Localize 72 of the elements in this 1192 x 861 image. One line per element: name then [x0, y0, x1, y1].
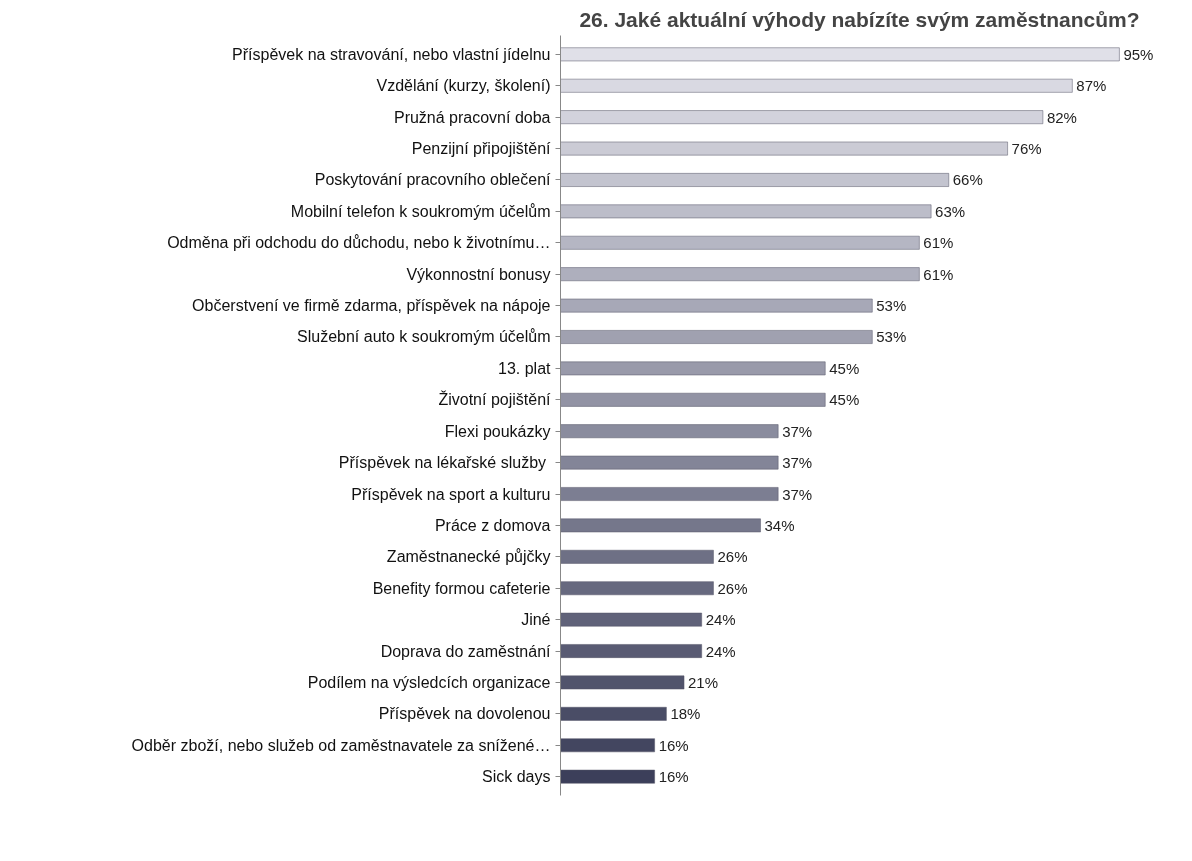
y-tick-label: Občerstvení ve firmě zdarma, příspěvek na nápoje	[192, 297, 551, 315]
y-tick-label: Služební auto k soukromým účelům	[297, 328, 551, 346]
data-label: 61%	[923, 265, 954, 283]
y-tick-label: Flexi poukázky	[444, 422, 551, 440]
data-label: 26%	[717, 579, 748, 597]
bar	[560, 204, 932, 219]
bar	[560, 267, 920, 282]
y-tick-label: Práce z domova	[434, 516, 551, 534]
bar	[560, 612, 702, 627]
bar	[560, 392, 826, 407]
bar	[560, 424, 779, 439]
y-tick-label: Příspěvek na lékařské služby	[338, 454, 547, 472]
data-label: 37%	[782, 485, 813, 503]
data-label: 53%	[876, 328, 907, 346]
data-label: 45%	[829, 359, 860, 377]
data-label: 34%	[764, 516, 795, 534]
data-label: 82%	[1046, 108, 1077, 126]
bar	[560, 518, 761, 533]
data-label: 37%	[782, 422, 813, 440]
bar	[560, 769, 655, 784]
y-tick-label: Příspěvek na dovolenou	[378, 705, 551, 723]
data-label: 24%	[705, 642, 736, 660]
data-label: 53%	[876, 297, 907, 315]
data-label: 16%	[658, 768, 689, 786]
y-tick-label: Odměna při odchodu do důchodu, nebo k životnímu…	[167, 234, 551, 252]
data-label: 61%	[923, 234, 954, 252]
data-label: 18%	[670, 705, 701, 723]
y-tick-label: Mobilní telefon k soukromým účelům	[290, 202, 551, 220]
bar	[560, 235, 920, 250]
y-tick-label: Penzijní připojištění	[411, 140, 552, 158]
bar	[560, 330, 873, 344]
bar	[560, 141, 1008, 156]
y-tick-label: Příspěvek na stravování, nebo vlastní jídelnu	[232, 45, 551, 63]
bar	[560, 298, 873, 313]
bar	[560, 110, 1044, 124]
data-label: 26%	[717, 548, 748, 566]
data-label: 16%	[658, 736, 689, 754]
data-label: 95%	[1123, 45, 1154, 63]
bar	[560, 78, 1073, 93]
bar	[560, 549, 714, 564]
bar	[560, 455, 779, 470]
bar	[560, 173, 950, 187]
chart-title: 26. Jaké aktuální výhody nabízíte svým zaměstnancům?	[579, 7, 1140, 31]
y-tick-label: Benefity formou cafeterie	[372, 579, 551, 597]
bar	[560, 47, 1120, 62]
y-tick-label: Vzdělání (kurzy, školení)	[376, 77, 551, 95]
data-label: 66%	[952, 171, 983, 189]
y-tick-label: Sick days	[482, 768, 551, 786]
bar	[560, 675, 685, 690]
data-label: 87%	[1076, 77, 1107, 95]
data-label: 63%	[935, 202, 966, 220]
data-label: 24%	[705, 611, 736, 629]
y-tick-label: Pružná pracovní doba	[393, 108, 551, 126]
bar	[560, 361, 826, 376]
data-label: 37%	[782, 454, 813, 472]
y-tick-label: 13. plat	[498, 359, 552, 377]
y-tick-label: Příspěvek na sport a kulturu	[351, 485, 551, 503]
data-label: 76%	[1011, 140, 1042, 158]
y-tick-label: Jiné	[521, 611, 551, 629]
bar	[560, 644, 702, 658]
y-tick-label: Životní pojištění	[438, 390, 552, 409]
data-label: 45%	[829, 391, 860, 409]
y-tick-label: Podílem na výsledcích organizace	[307, 673, 551, 691]
y-tick-label: Odběr zboží, nebo služeb od zaměstnavatele za snížené…	[131, 736, 551, 754]
y-tick-label: Poskytování pracovního oblečení	[314, 171, 552, 189]
y-tick-label: Výkonnostní bonusy	[406, 265, 551, 283]
y-tick-label: Zaměstnanecké půjčky	[386, 548, 551, 566]
bar	[560, 707, 667, 721]
bar	[560, 738, 655, 753]
y-tick-label: Doprava do zaměstnání	[380, 642, 552, 660]
bar	[560, 581, 714, 596]
data-label: 21%	[688, 673, 719, 691]
